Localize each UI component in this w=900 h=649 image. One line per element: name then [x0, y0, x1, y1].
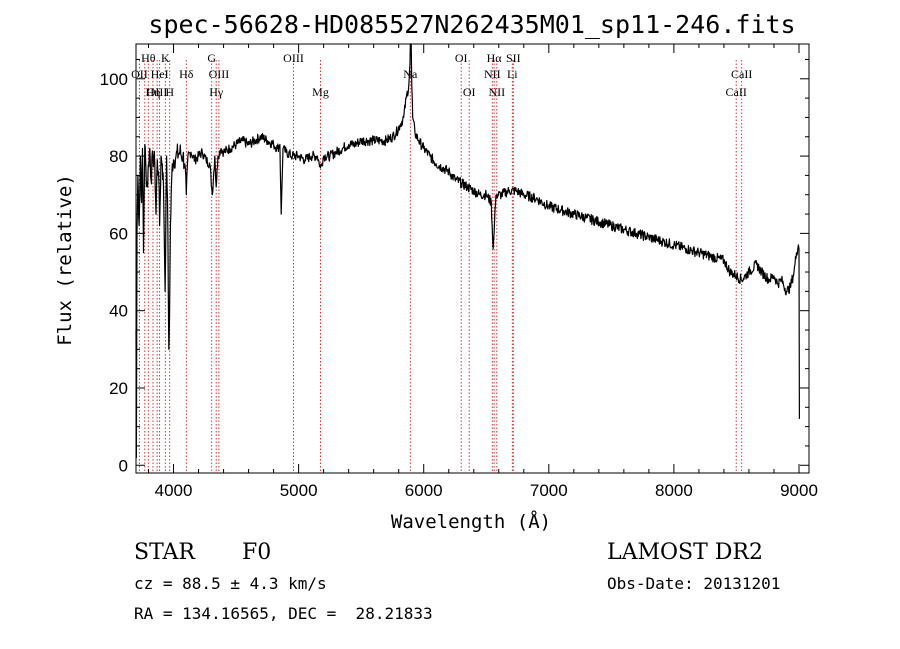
y-tick-label: 0	[119, 456, 128, 475]
y-tick-label: 40	[109, 302, 128, 321]
y-tick-label: 100	[100, 70, 128, 89]
coordinates: RA = 134.16565, DEC = 28.21833	[134, 604, 433, 623]
observation-date: Obs-Date: 20131201	[607, 574, 781, 593]
line-label: SII	[506, 51, 521, 65]
line-label: G	[207, 51, 216, 65]
line-label: OII	[131, 67, 148, 81]
x-tick-label: 5000	[280, 481, 318, 500]
line-label: Mg	[312, 85, 329, 99]
y-tick-label: 20	[109, 379, 128, 398]
line-label: CaII	[726, 85, 747, 99]
line-label: H	[165, 85, 174, 99]
line-label: Hθ	[141, 51, 156, 65]
line-label: OIII	[283, 51, 304, 65]
plot-frame	[135, 43, 810, 474]
line-label: NII	[484, 67, 501, 81]
y-tick-label: 60	[109, 224, 128, 243]
x-tick-label: 4000	[155, 481, 193, 500]
line-markers	[138, 60, 743, 473]
chart-title: spec-56628-HD085527N262435M01_sp11-246.f…	[148, 10, 795, 39]
line-label: CaII	[731, 67, 752, 81]
line-label: Hα	[487, 51, 503, 65]
redshift-velocity: cz = 88.5 ± 4.3 km/s	[134, 574, 327, 593]
line-label: Hδ	[179, 67, 194, 81]
x-tick-label: 7000	[530, 481, 568, 500]
survey-name: LAMOST DR2	[607, 540, 763, 565]
axis-ticks: 4000 5000 6000 7000 8000 9000 0 20 40 60 80 100	[100, 44, 818, 500]
line-label: OI	[463, 85, 476, 99]
x-tick-label: 8000	[655, 481, 693, 500]
line-labels: Hθ OII OIII HeI Hη K H Hδ G OIII Hγ OIII Mg Na OI OI Hα N…	[131, 51, 752, 99]
line-label: HeI	[151, 67, 169, 81]
object-class: STAR	[134, 540, 195, 565]
x-tick-label: 9000	[780, 481, 818, 500]
line-label: OI	[455, 51, 468, 65]
y-axis-label: Flux (relative)	[54, 174, 76, 346]
object-subclass: F0	[242, 540, 272, 565]
line-label: OIII	[147, 85, 168, 99]
line-label: OIII	[209, 67, 230, 81]
y-tick-label: 80	[109, 147, 128, 166]
line-label: Li	[507, 67, 518, 81]
line-label: Hγ	[209, 85, 224, 99]
line-label: Hη	[146, 85, 161, 99]
line-label: K	[161, 51, 170, 65]
line-label: Na	[403, 67, 418, 81]
x-tick-label: 6000	[405, 481, 443, 500]
spectrum-line	[135, 43, 800, 459]
line-label: NII	[488, 85, 505, 99]
x-axis-label: Wavelength (Å)	[391, 510, 551, 533]
